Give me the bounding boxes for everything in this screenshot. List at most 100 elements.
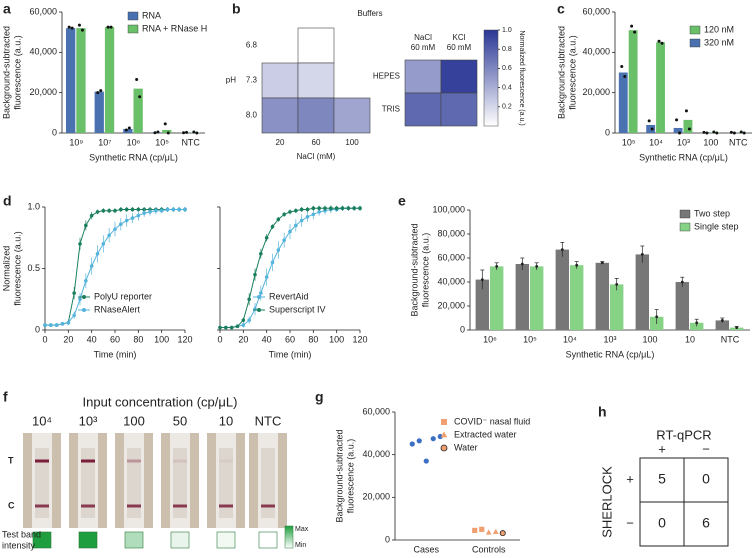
x-axis-label: Time (min) bbox=[269, 349, 312, 359]
y-tick-label: 20,000 bbox=[362, 492, 390, 502]
marker bbox=[485, 529, 492, 535]
point bbox=[119, 222, 123, 227]
replicate-dot bbox=[684, 109, 688, 113]
x-axis-label: NaCl (mM) bbox=[297, 152, 336, 161]
replicate-dot bbox=[77, 23, 81, 27]
point bbox=[264, 275, 269, 279]
point bbox=[311, 206, 316, 211]
legend-swatch bbox=[689, 25, 701, 35]
bar bbox=[76, 28, 86, 134]
strip-window bbox=[81, 448, 95, 518]
point bbox=[334, 206, 339, 211]
x-tick-label: 40 bbox=[87, 334, 97, 344]
bar bbox=[656, 42, 665, 133]
bar bbox=[738, 132, 748, 133]
point bbox=[259, 291, 263, 295]
colorbar-tick-label: 0.4 bbox=[502, 84, 512, 91]
point bbox=[130, 216, 135, 220]
replicate-dot bbox=[127, 126, 131, 130]
point bbox=[95, 251, 100, 256]
point bbox=[89, 213, 94, 218]
y-tick-label: 60,000 bbox=[362, 406, 390, 416]
x-tick-label: 20 bbox=[238, 334, 248, 344]
bar bbox=[635, 254, 649, 330]
y-tick-label: 40,000 bbox=[362, 449, 390, 459]
colorbar-tick-label: 0.6 bbox=[502, 65, 512, 72]
y-tick-label: 20,000 bbox=[29, 87, 57, 97]
mean-dot bbox=[695, 321, 699, 325]
x-tick-label: 20 bbox=[63, 334, 73, 344]
column-label: − bbox=[702, 441, 710, 456]
point bbox=[241, 318, 246, 322]
y-axis-label: pH bbox=[226, 76, 236, 85]
strip-title: Input concentration (cp/μL) bbox=[83, 394, 238, 409]
point bbox=[299, 218, 304, 223]
heatmap-cell bbox=[261, 62, 299, 99]
mean-dot bbox=[615, 283, 619, 286]
point bbox=[183, 207, 187, 212]
x-tick-label: 10⁴ bbox=[563, 334, 577, 344]
panel-letter: e bbox=[398, 193, 406, 209]
y-tick-label: 1.0 bbox=[27, 201, 40, 211]
marker bbox=[492, 528, 499, 534]
column-label: 60 mM bbox=[411, 43, 436, 52]
point bbox=[159, 208, 164, 213]
replicate-dot bbox=[630, 24, 634, 28]
colorbar-tick-label: 0.2 bbox=[502, 104, 512, 111]
legend-label: RNaseAlert bbox=[94, 304, 141, 314]
x-tick-label: 60 bbox=[110, 334, 120, 344]
replicate-dot bbox=[660, 41, 664, 45]
row-label: + bbox=[626, 471, 634, 486]
bar bbox=[515, 264, 529, 330]
control-band bbox=[261, 504, 275, 508]
mean-dot bbox=[480, 278, 484, 281]
heatmap-cell bbox=[333, 97, 371, 134]
strip-window bbox=[219, 448, 233, 518]
heatmap-cell bbox=[404, 59, 442, 94]
column-label: + bbox=[658, 441, 666, 456]
intensity-square bbox=[216, 531, 236, 549]
x-tick-label: 10⁹ bbox=[69, 137, 83, 147]
point bbox=[329, 206, 333, 211]
legend-label: Extracted water bbox=[454, 429, 517, 439]
marker bbox=[423, 458, 429, 464]
y-axis-label: Background-subtracted bbox=[1, 26, 11, 119]
legend-swatch bbox=[127, 24, 139, 34]
legend-marker bbox=[440, 431, 448, 438]
strip-window bbox=[261, 448, 275, 518]
x-tick-label: 10⁷ bbox=[98, 137, 111, 147]
replicate-dot bbox=[650, 127, 654, 131]
y-tick-label: 20,000 bbox=[437, 300, 465, 310]
concentration-label: NTC bbox=[255, 413, 282, 428]
replicate-dot bbox=[715, 131, 719, 135]
heatmap-cell bbox=[297, 62, 335, 99]
bar bbox=[683, 119, 693, 133]
point bbox=[101, 242, 106, 246]
replicate-dot bbox=[153, 131, 157, 135]
legend-label: Single step bbox=[694, 221, 739, 231]
control-band bbox=[127, 504, 141, 508]
replicate-dot bbox=[138, 95, 142, 99]
bar bbox=[595, 262, 609, 330]
point bbox=[247, 297, 251, 302]
legend-marker bbox=[441, 419, 447, 425]
y-tick-label: 0.5 bbox=[27, 263, 40, 273]
replicate-dot bbox=[70, 26, 74, 30]
point bbox=[276, 217, 281, 222]
heatmap-cell bbox=[261, 97, 299, 134]
x-tick-label: 100 bbox=[329, 334, 344, 344]
intensity-square bbox=[32, 531, 52, 549]
point bbox=[224, 325, 228, 330]
x-tick-label: 10⁵ bbox=[155, 137, 169, 147]
panel-letter: d bbox=[3, 193, 12, 209]
legend-label: Two step bbox=[694, 208, 730, 218]
y-axis-label: Background-subtracted bbox=[409, 223, 419, 316]
row-label: 8.0 bbox=[246, 111, 258, 120]
point bbox=[89, 264, 94, 268]
y-tick-label: 0 bbox=[605, 127, 610, 137]
x-tick-label: 120 bbox=[352, 334, 367, 344]
point bbox=[270, 260, 275, 265]
bar bbox=[628, 30, 638, 133]
point bbox=[247, 318, 251, 322]
marker bbox=[479, 526, 485, 532]
